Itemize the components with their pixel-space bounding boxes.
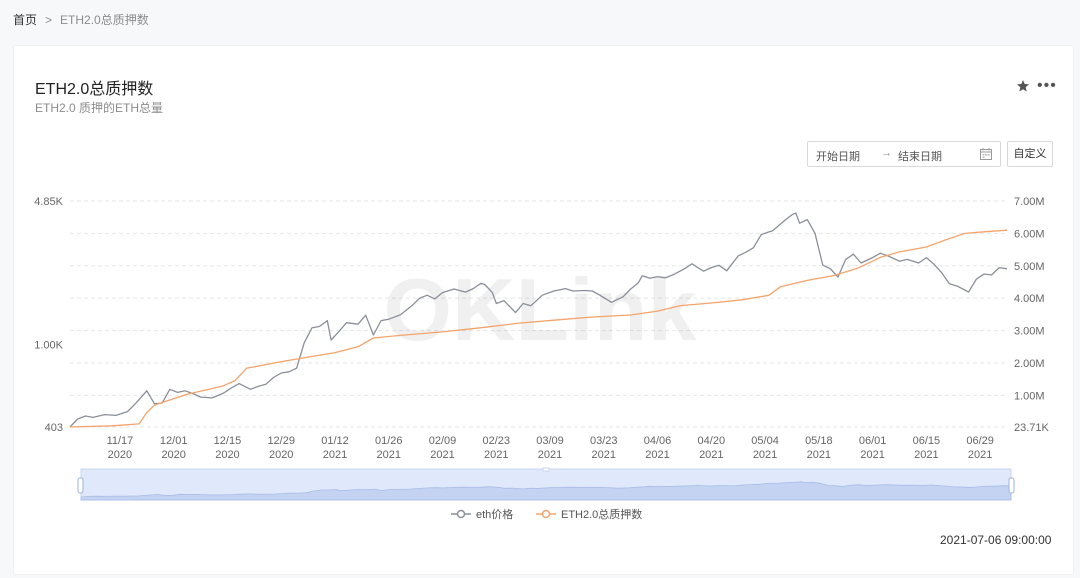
- breadcrumb-home[interactable]: 首页: [13, 13, 38, 27]
- update-timestamp: 2021-07-06 09:00:00: [940, 533, 1052, 547]
- breadcrumb-separator: >: [45, 13, 53, 27]
- arrow-right-icon: →: [881, 147, 892, 159]
- chart-card: ETH2.0总质押数 ETH2.0 质押的ETH总量 ••• 开始日期 → 结束…: [13, 45, 1074, 575]
- breadcrumb-current: ETH2.0总质押数: [60, 13, 149, 27]
- breadcrumb: 首页 > ETH2.0总质押数: [13, 11, 149, 28]
- chart-subtitle: ETH2.0 质押的ETH总量: [35, 101, 164, 115]
- more-options-icon[interactable]: •••: [1037, 77, 1057, 94]
- date-range-picker[interactable]: 开始日期 → 结束日期: [807, 141, 1001, 167]
- chart-title: ETH2.0总质押数: [35, 81, 154, 98]
- custom-range-button[interactable]: 自定义: [1007, 141, 1053, 167]
- star-icon[interactable]: [1016, 79, 1030, 93]
- calendar-icon[interactable]: [980, 148, 992, 160]
- date-end-input[interactable]: 结束日期: [898, 151, 942, 163]
- date-start-input[interactable]: 开始日期: [816, 151, 860, 163]
